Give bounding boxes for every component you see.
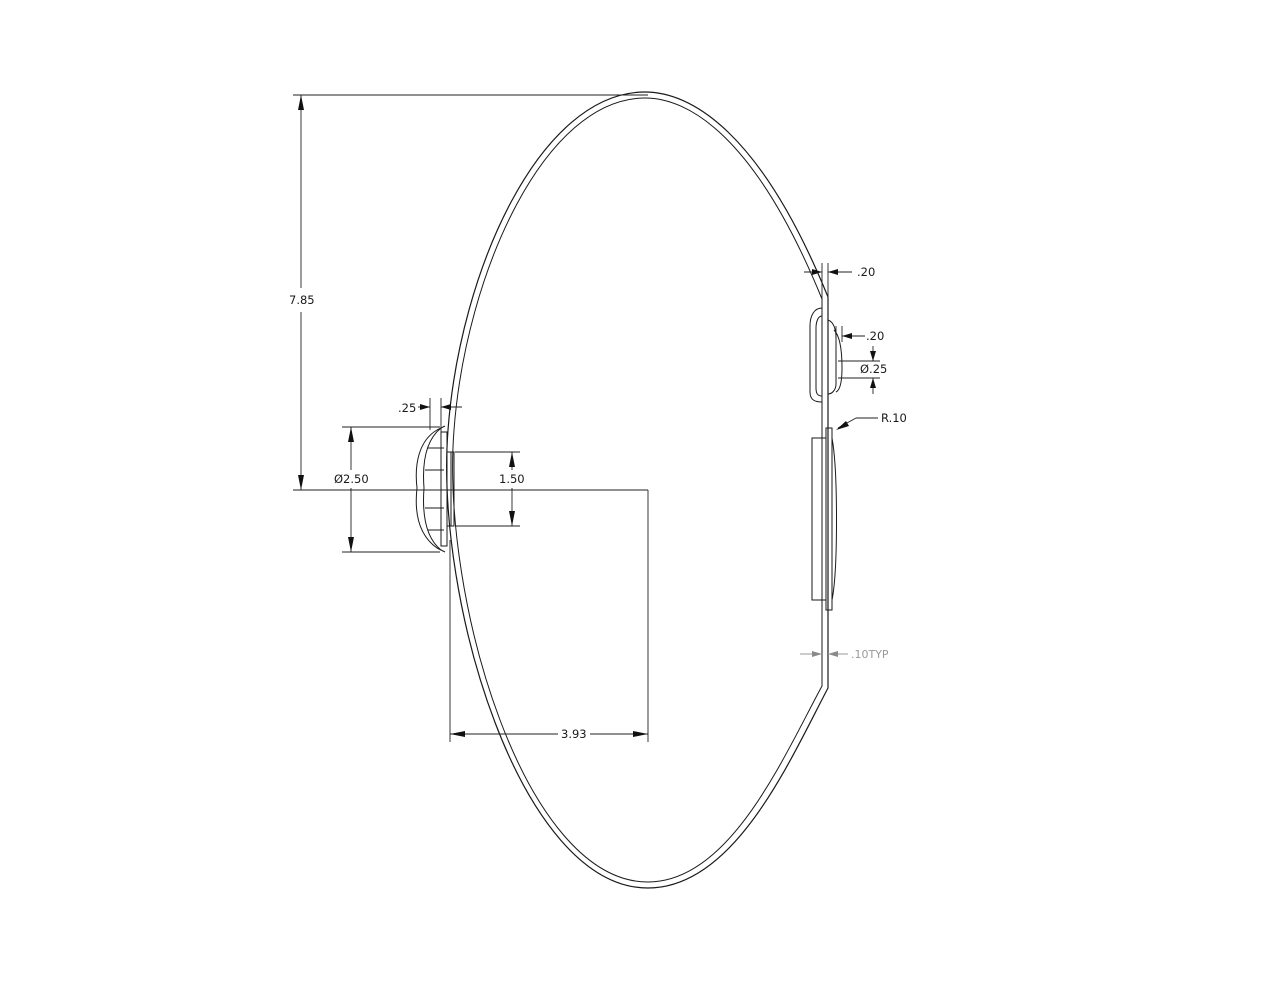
dim-flange-diameter: Ø2.50 bbox=[334, 426, 440, 553]
right-lower-plate bbox=[811, 406, 837, 688]
dim-text-fillet-radius: R.10 bbox=[881, 411, 907, 425]
dim-text-flange-thickness: .25 bbox=[398, 401, 416, 415]
dim-text-tab-thickness: .20 bbox=[866, 329, 884, 343]
dim-text-horizontal-offset: 3.93 bbox=[561, 727, 587, 741]
dim-hole-diameter: Ø.25 bbox=[838, 346, 887, 394]
dim-boss-height: 1.50 bbox=[455, 451, 525, 527]
dim-text-overall-height: 7.85 bbox=[289, 293, 315, 307]
dim-overall-height: 7.85 bbox=[289, 94, 648, 491]
dim-text-flange-diameter: Ø2.50 bbox=[334, 472, 369, 486]
dim-text-hole-diameter: Ø.25 bbox=[860, 362, 887, 376]
left-flange-boss bbox=[415, 425, 455, 553]
dim-tab-thickness: .20 bbox=[835, 326, 884, 343]
dim-top-thickness: .20 bbox=[804, 263, 875, 299]
dim-text-wall-typ: .10TYP bbox=[851, 648, 889, 661]
dim-fillet-radius: R.10 bbox=[836, 411, 907, 430]
dim-text-boss-height: 1.50 bbox=[499, 472, 525, 486]
dim-flange-thickness: .25 bbox=[398, 398, 462, 432]
dim-text-top-thickness: .20 bbox=[857, 265, 875, 279]
right-upper-tab bbox=[809, 300, 843, 406]
dim-horizontal-offset: 3.93 bbox=[449, 490, 649, 742]
dim-wall-typ: .10TYP bbox=[800, 648, 889, 661]
